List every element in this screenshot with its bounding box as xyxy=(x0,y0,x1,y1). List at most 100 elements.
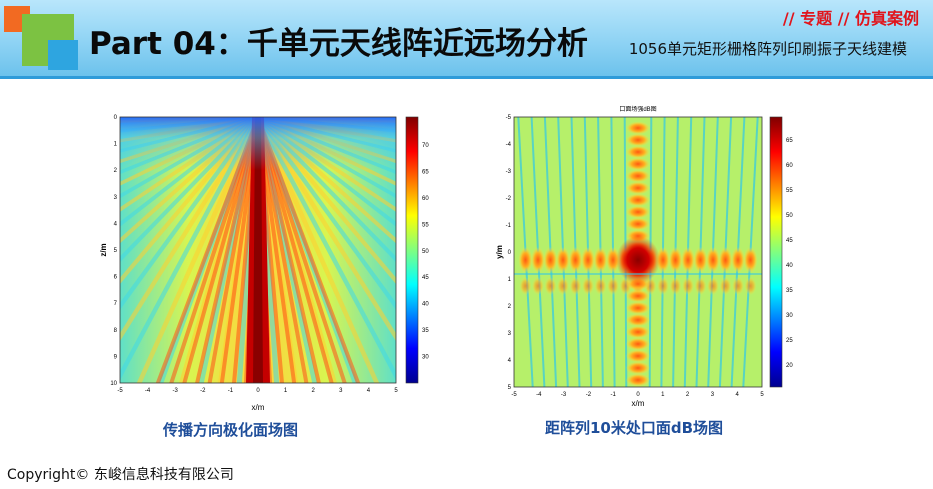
figure2-y-tick-label: 2 xyxy=(508,304,512,310)
figure2-lobe xyxy=(532,277,544,295)
figure2-colorbar-tick-label: 40 xyxy=(786,263,793,269)
figure2-y-tick-label: -1 xyxy=(506,223,512,229)
page-title: Part 04：千单元天线阵近远场分析 xyxy=(89,26,588,62)
figure2-lobe xyxy=(518,247,533,273)
figure2-y-tick-label: 5 xyxy=(508,385,512,391)
figure2-x-tick-label: -5 xyxy=(511,392,517,398)
figure1-x-tick-label: -4 xyxy=(145,388,151,394)
figure2-y-tick-label: -5 xyxy=(506,115,512,121)
figure2-x-tick-label: 2 xyxy=(686,392,690,398)
figure2-y-tick-label: 3 xyxy=(508,331,512,337)
figure2-colorbar-tick-label: 45 xyxy=(786,238,793,244)
figure2-lobe xyxy=(693,247,708,273)
figure2-lobe xyxy=(626,337,650,351)
figure2-lobe xyxy=(607,277,619,295)
figure2-lobe xyxy=(557,277,569,295)
figure2-x-tick-label: -4 xyxy=(536,392,542,398)
figure2-lobe xyxy=(543,247,558,273)
figure1-y-tick-label: 3 xyxy=(114,195,118,201)
figure2-field-image xyxy=(514,117,762,387)
figure2-lobe xyxy=(732,277,744,295)
figure1-colorbar xyxy=(405,116,419,384)
figure1-y-tick-label: 1 xyxy=(114,142,118,148)
figure2-y-tick-label: 4 xyxy=(508,358,512,364)
figure2-x-ticks: -5 -4 -3 -2 -1 0 1 2 3 4 5 xyxy=(511,392,764,398)
figure2-lobe xyxy=(626,313,650,327)
figure-aperture-field: 口面场强dB图 -5 -4 -3 -2 -1 0 1 2 3 4 5 -5 -4 -3 -2 -1 0 1 2 3 4… xyxy=(490,100,800,415)
figure1-field-image xyxy=(120,117,396,383)
figure1-xlabel: x/m xyxy=(252,403,265,412)
figure2-y-tick-label: 1 xyxy=(508,277,512,283)
figure2-lobe xyxy=(706,247,720,273)
figure1-x-ticks: -5 -4 -3 -2 -1 0 1 2 3 4 5 xyxy=(117,388,398,394)
figure1-x-tick-label: -5 xyxy=(117,388,123,394)
figure2-lobe xyxy=(681,247,695,273)
figure1-colorbar-tick-label: 60 xyxy=(422,196,429,202)
figure2-lobe xyxy=(656,247,670,273)
figure1-x-tick-label: 3 xyxy=(339,388,343,394)
figure2-y-ticks: -5 -4 -3 -2 -1 0 1 2 3 4 5 xyxy=(506,115,512,391)
figure1-axes-frame xyxy=(119,116,397,384)
figure2-lobe xyxy=(668,247,683,273)
figure2-lobe xyxy=(556,247,570,273)
figure2-colorbar-tick-label: 20 xyxy=(786,363,793,369)
figure2-lobe xyxy=(519,277,532,295)
figure1-y-tick-label: 8 xyxy=(114,328,118,334)
figure1-colorbar-tick-label: 70 xyxy=(422,143,429,149)
figure2-colorbar-tick-label: 55 xyxy=(786,188,793,194)
figure2-x-tick-label: 1 xyxy=(661,392,665,398)
figure1-x-tick-label: -3 xyxy=(173,388,179,394)
figure2-title: 口面场强dB图 xyxy=(619,105,656,113)
figure2-x-tick-label: -1 xyxy=(611,392,617,398)
topic-badge: // 专题 // 仿真案例 xyxy=(782,9,919,28)
figure1-y-tick-label: 6 xyxy=(114,275,118,281)
figure1-colorbar-tick-label: 30 xyxy=(422,355,429,361)
figure1-y-tick-label: 2 xyxy=(114,168,118,174)
figure1-y-tick-label: 7 xyxy=(114,301,118,307)
figure2-y-tick-label: -4 xyxy=(506,142,512,148)
figure2-lobe xyxy=(594,277,607,295)
figure1-x-tick-label: 5 xyxy=(394,388,398,394)
figure2-y-tick-label: -2 xyxy=(506,196,512,202)
figure2-lobe xyxy=(718,247,733,273)
figure2-ylabel: y/m xyxy=(495,245,504,259)
figure1-x-tick-label: 4 xyxy=(367,388,371,394)
header-divider xyxy=(0,76,933,79)
figure1-colorbar-ticks: 70 65 60 55 50 45 40 35 30 xyxy=(422,143,429,361)
figure2-lobe xyxy=(626,169,650,183)
figure2-colorbar-tick-label: 35 xyxy=(786,288,793,294)
figure2-main-lobe xyxy=(616,236,660,284)
figure2-lobe xyxy=(626,193,650,207)
figure2-lobe xyxy=(544,277,557,295)
figure2-lobe xyxy=(694,277,707,295)
figure1-colorbar-tick-label: 55 xyxy=(422,222,429,228)
figure1-x-tick-label: 2 xyxy=(312,388,316,394)
figure2-colorbar xyxy=(769,116,783,388)
figure2-lobe xyxy=(682,277,694,295)
figure1-y-tick-label: 0 xyxy=(114,115,118,121)
figure1-y-tick-label: 9 xyxy=(114,354,118,360)
figure2-lobe xyxy=(606,247,620,273)
header-band xyxy=(0,0,933,76)
figure2-caption: 距阵列10米处口面dB场图 xyxy=(545,419,724,437)
figure2-lobe xyxy=(626,217,650,231)
figure1-y-tick-label: 5 xyxy=(114,248,118,254)
figure1-colorbar-tick-label: 50 xyxy=(422,249,429,255)
figure2-lobe xyxy=(626,325,650,339)
figure2-lobe xyxy=(593,247,608,273)
figure2-x-tick-label: -3 xyxy=(561,392,567,398)
figure2-xlabel: x/m xyxy=(632,399,645,408)
figure2-lobe xyxy=(626,121,650,135)
figure2-lobe xyxy=(626,361,650,375)
figure1-x-tick-label: 1 xyxy=(284,388,288,394)
figure1-x-tick-label: -1 xyxy=(228,388,234,394)
figure2-lobe xyxy=(744,277,757,295)
figure2-lobe xyxy=(626,349,650,363)
figure2-colorbar-ticks: 65 60 55 50 45 40 35 30 25 20 xyxy=(786,138,793,369)
figure2-x-tick-label: 5 xyxy=(760,392,764,398)
figure2-y-tick-label: -3 xyxy=(506,169,512,175)
figure2-lobe xyxy=(626,145,650,159)
figure1-x-tick-label: 0 xyxy=(256,388,260,394)
figure2-lobe xyxy=(657,277,669,295)
figure1-ylabel: z/m xyxy=(100,243,108,256)
